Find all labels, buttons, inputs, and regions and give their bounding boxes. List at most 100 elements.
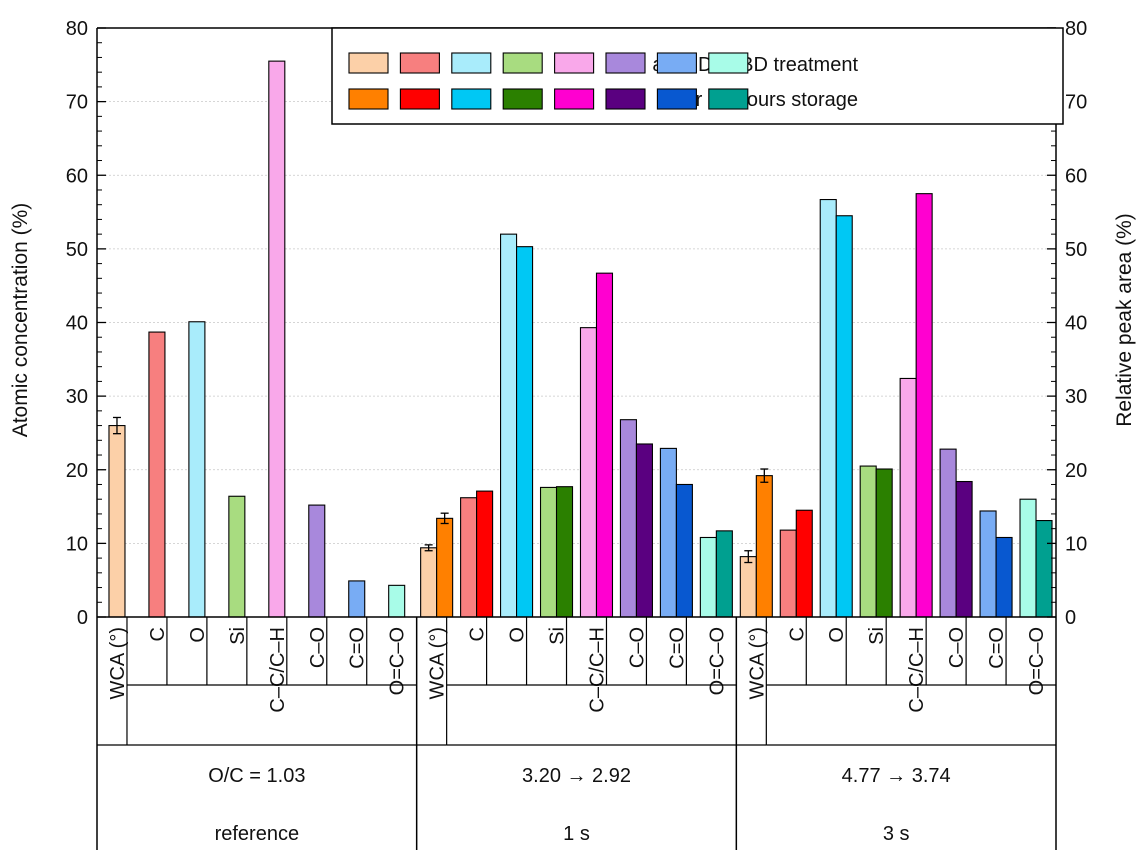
bar-storage [635,443,653,618]
legend-swatch-treatment [605,52,646,74]
legend-swatch-treatment [451,52,492,74]
y-tick-label-right: 80 [1065,18,1087,40]
category-label: C [147,627,169,641]
group-ratio-label: O/C = 1.03 [208,765,305,787]
category-label: Si [227,627,249,645]
bar-treatment [659,447,677,618]
bar-treatment [739,556,757,618]
legend-swatch-treatment [348,52,389,74]
bar-storage [915,193,933,618]
bar-treatment [779,529,797,618]
y-tick-label-left: 40 [66,313,88,335]
category-label: C=O [666,627,688,669]
bar-storage [875,468,893,618]
legend-swatch-storage [605,88,646,110]
y-tick-label-right: 70 [1065,92,1087,114]
legend-swatch-treatment [399,52,440,74]
y-axis-label-left: Atomic concentration (%) [9,203,32,438]
bars [108,60,1053,618]
bar-treatment [579,327,598,618]
group-name-label: 3 s [883,823,910,845]
category-label: WCA (°) [427,627,449,699]
y-tick-label-right: 10 [1065,533,1087,555]
category-label: C–C/C–H [586,627,608,713]
legend: after DCSBD treatment after 24 hours sto… [331,27,1064,125]
bar-treatment [1019,498,1037,618]
bar-treatment [899,377,917,618]
y-tick-label-left: 20 [66,460,88,482]
y-tick-label-left: 60 [66,165,88,187]
category-label: WCA (°) [107,627,129,699]
bar-storage [715,530,733,618]
bar-storage [595,272,614,618]
category-label: C [467,627,489,641]
category-label: Si [547,627,569,645]
legend-swatch-storage [656,88,697,110]
bar-treatment [460,497,478,618]
category-label: O=C–O [387,627,409,695]
category-labels: WCA (°) C O Si C–C/C–H C–O C=O O=C–O WCA (°) C O Si… [97,617,1056,850]
y-tick-label-right: 30 [1065,386,1087,408]
y-tick-label-left: 70 [66,92,88,114]
y-axis-label-right: Relative peak area (%) [1113,213,1136,427]
legend-label-treatment: after DCSBD treatment [652,54,858,76]
category-label: C–O [946,627,968,668]
y-tick-label-right: 50 [1065,239,1087,261]
y-tick-label-right: 60 [1065,165,1087,187]
y-tick-label-right: 0 [1065,607,1076,629]
bar-storage [755,475,773,618]
category-label: C–O [307,627,329,668]
bar-treatment [699,536,717,618]
bar-storage [955,480,973,618]
legend-swatch-storage [554,88,595,110]
bar-storage [516,246,534,618]
legend-swatch-treatment [708,52,749,74]
y-tick-label-left: 10 [66,533,88,555]
y-tick-label-left: 30 [66,386,88,408]
bar-treatment [148,331,166,618]
bar-storage [436,517,454,618]
y-tick-label-left: 80 [66,18,88,40]
bar-treatment [308,504,326,618]
bar-treatment [619,419,637,618]
category-label: WCA (°) [746,627,768,699]
bar-treatment [500,233,518,618]
bar-treatment [228,495,246,618]
category-label: O=C–O [706,627,728,695]
bar-treatment [388,584,406,618]
legend-swatch-storage [399,88,440,110]
bar-storage [555,486,574,618]
bar-treatment [819,198,837,618]
category-label: O=C–O [1026,627,1048,695]
bar-treatment [420,547,438,618]
legend-swatch-treatment [656,52,697,74]
y-tick-label-left: 0 [77,607,88,629]
legend-swatch-treatment [554,52,595,74]
bar-treatment [188,321,206,618]
bar-storage [476,490,494,618]
category-label: Si [866,627,888,645]
category-label: C [786,627,808,641]
legend-swatch-storage [708,88,749,110]
axes: 0 0 10 10 20 20 30 30 40 40 50 50 60 60 70 70 80 80 [66,18,1087,850]
bar-storage [1035,520,1053,618]
bar-treatment [539,486,558,618]
bar-treatment [348,580,366,618]
legend-swatch-storage [502,88,543,110]
bar-storage [835,215,853,618]
category-label: C=O [347,627,369,669]
category-label: C=O [986,627,1008,669]
y-tick-label-right: 40 [1065,313,1087,335]
category-label: O [187,627,209,643]
bar-treatment [108,425,126,618]
category-label: C–O [626,627,648,668]
category-label: C–C/C–H [267,627,289,713]
group-ratio-label: 4.77 → 3.74 [842,765,951,787]
bar-treatment [268,60,286,618]
legend-swatch-storage [348,88,389,110]
y-tick-label-right: 20 [1065,460,1087,482]
bar-treatment [979,510,997,618]
y-tick-label-left: 50 [66,239,88,261]
legend-swatch-treatment [502,52,543,74]
